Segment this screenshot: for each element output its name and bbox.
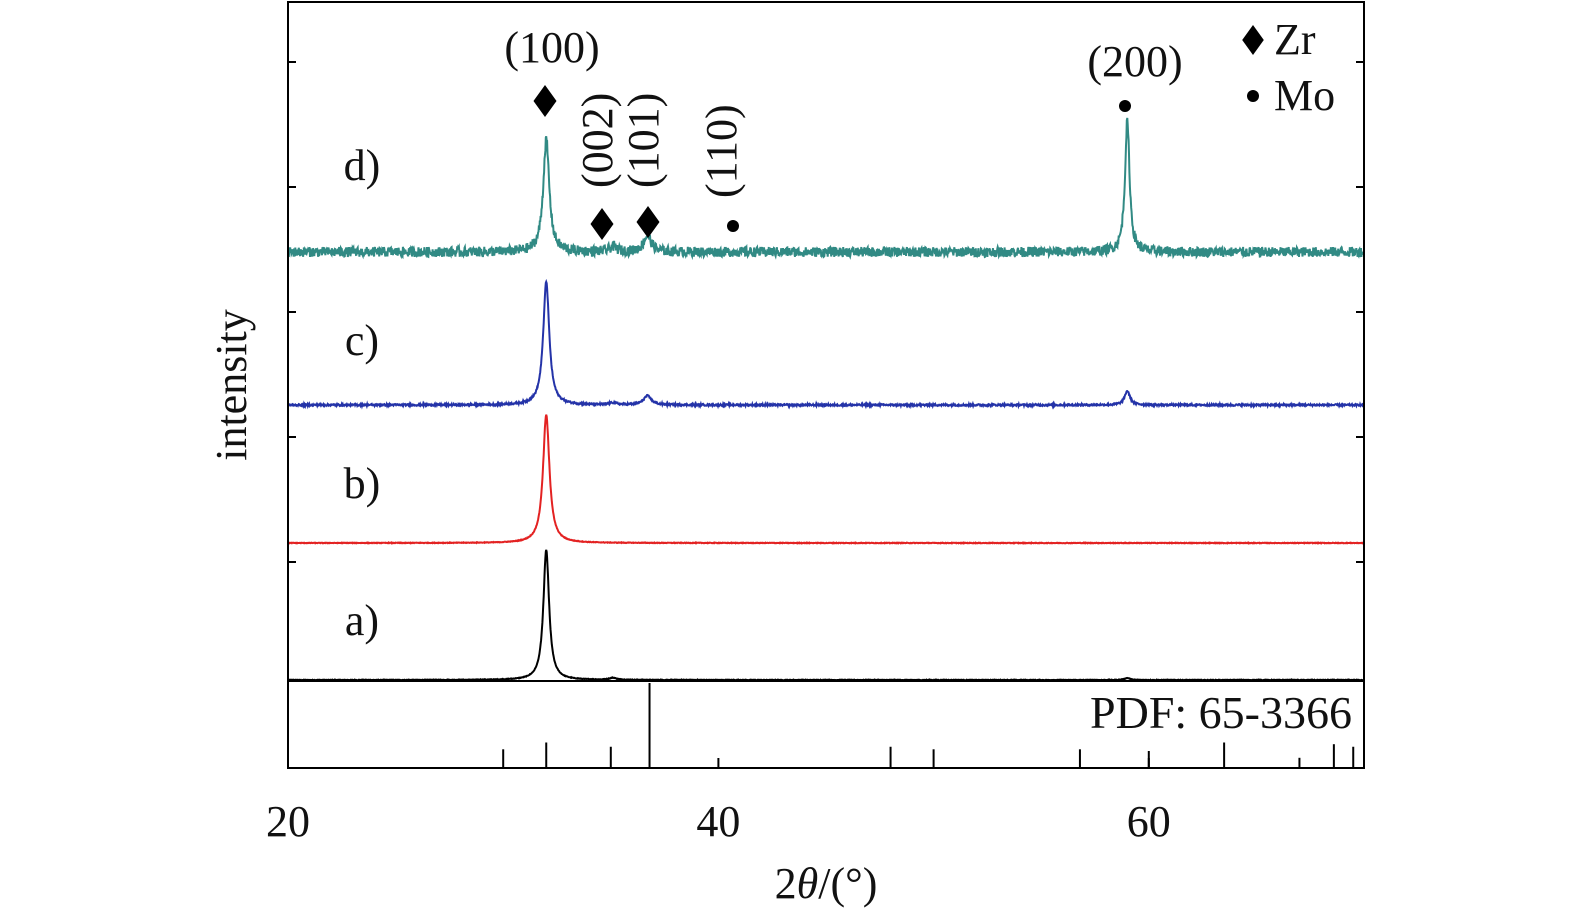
reference-label: PDF: 65-3366 [1090, 687, 1352, 738]
curve-label-4: d) [344, 141, 381, 190]
x-tick-label-1: 20 [266, 797, 310, 846]
series-line-1 [287, 549, 1365, 682]
peak-marker-diamond-1 [533, 85, 557, 117]
curves-layer [287, 117, 1365, 682]
x-tick-label-3: 60 [1127, 797, 1171, 846]
legend: Zr Mo [1242, 15, 1335, 120]
legend-label-1: Zr [1274, 15, 1316, 64]
x-axis-ticks: 20 40 60 [266, 758, 1171, 846]
peak-marker-diamond-2 [590, 208, 614, 240]
plot-frame [287, 1, 1365, 769]
peak-annotations: (100) (002)(101) (110) (200) [504, 23, 1183, 240]
curve-label-3: c) [345, 316, 379, 365]
peak-label-2: (002) [573, 93, 622, 188]
peak-label-5: (200) [1087, 37, 1182, 86]
series-line-3 [287, 278, 1365, 410]
x-tick-label-2: 40 [696, 797, 740, 846]
x-axis-label: 2θ/(°) [775, 859, 878, 908]
peak-marker-diamond-3 [636, 206, 660, 238]
series-line-2 [287, 414, 1365, 546]
legend-label-2: Mo [1274, 71, 1335, 120]
x-axis-label-prefix: 2 [775, 859, 797, 908]
reference-layer [502, 683, 1355, 768]
y-axis-ticks [288, 61, 1364, 563]
peak-label-3: (101) [619, 93, 668, 188]
x-axis-label-theta: θ [797, 859, 819, 908]
series-line-4 [287, 117, 1365, 261]
peak-marker-dot-5 [1119, 100, 1131, 112]
legend-marker-diamond [1242, 25, 1264, 55]
curve-labels: a) b) c) d) [344, 141, 381, 645]
y-axis-label: intensity [207, 309, 256, 461]
x-axis-label-suffix: /(°) [818, 859, 877, 908]
peak-label-4: (110) [697, 104, 746, 198]
curve-label-1: a) [345, 596, 379, 645]
curve-label-2: b) [344, 459, 381, 508]
legend-marker-dot [1247, 90, 1259, 102]
peak-label-1: (100) [504, 23, 599, 72]
peak-marker-dot-4 [727, 220, 739, 232]
